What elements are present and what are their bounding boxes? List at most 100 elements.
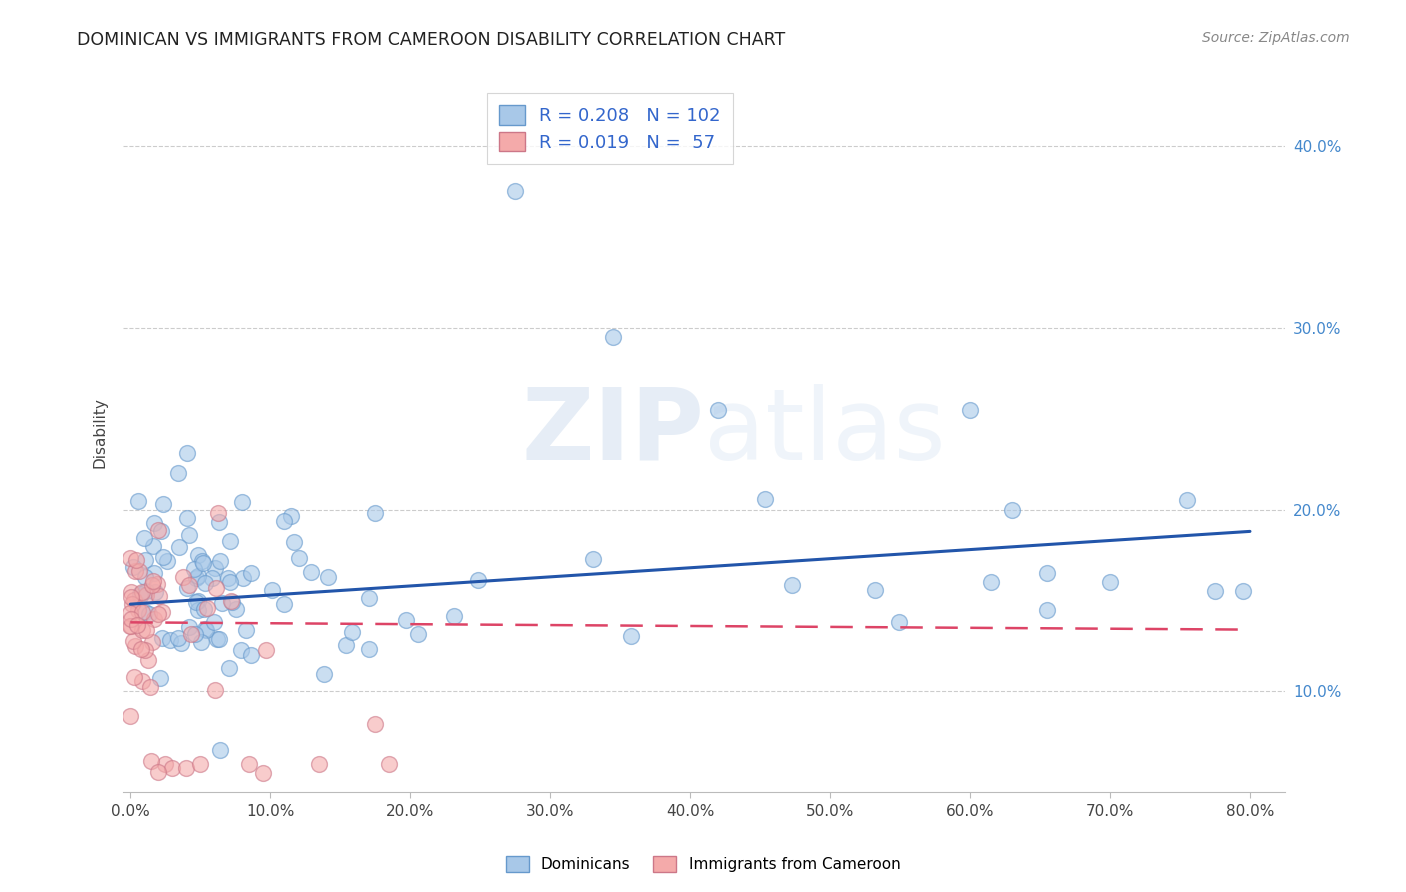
Point [187, 549, 209, 563]
Point [124, 552, 146, 566]
Point [135, 584, 157, 599]
Point [128, 564, 150, 578]
Point [359, 591, 381, 605]
Point [149, 671, 172, 685]
Point [194, 576, 217, 591]
Point [1232, 584, 1254, 599]
Point [127, 618, 149, 632]
Point [170, 636, 193, 650]
Point [190, 635, 212, 649]
Point [138, 607, 160, 621]
Point [131, 623, 153, 637]
Point [754, 492, 776, 507]
Point [443, 609, 465, 624]
Point [141, 635, 163, 649]
Point [340, 624, 363, 639]
Point [217, 572, 239, 586]
Point [395, 613, 418, 627]
Point [143, 566, 166, 580]
Point [204, 561, 226, 575]
Point [142, 516, 165, 530]
Point [221, 594, 243, 608]
Point [155, 554, 177, 568]
Legend: R = 0.208   N = 102, R = 0.019   N =  57: R = 0.208 N = 102, R = 0.019 N = 57 [486, 93, 733, 164]
Point [120, 590, 142, 604]
Point [225, 601, 247, 615]
Point [120, 612, 142, 626]
Point [152, 549, 174, 564]
Point [308, 757, 330, 772]
Point [194, 622, 217, 636]
Point [134, 570, 156, 584]
Point [202, 615, 225, 630]
Point [122, 670, 145, 684]
Text: DOMINICAN VS IMMIGRANTS FROM CAMEROON DISABILITY CORRELATION CHART: DOMINICAN VS IMMIGRANTS FROM CAMEROON DI… [77, 31, 786, 49]
Point [201, 571, 224, 585]
Point [240, 648, 263, 663]
Point [299, 565, 322, 579]
Point [127, 493, 149, 508]
Point [148, 764, 170, 779]
Point [120, 606, 142, 620]
Point [183, 562, 205, 576]
Point [219, 533, 242, 548]
Point [273, 514, 295, 528]
Point [406, 627, 429, 641]
Point [283, 534, 305, 549]
Point [150, 524, 173, 538]
Point [364, 717, 387, 731]
Point [148, 589, 170, 603]
Point [167, 540, 190, 554]
Point [235, 623, 257, 637]
Point [503, 184, 526, 198]
Point [273, 597, 295, 611]
Point [180, 627, 202, 641]
Point [141, 754, 163, 768]
Text: atlas: atlas [704, 384, 946, 481]
Point [120, 619, 142, 633]
Point [176, 511, 198, 525]
Point [162, 761, 184, 775]
Point [145, 577, 167, 591]
Point [188, 757, 211, 772]
Point [980, 575, 1002, 590]
Point [184, 571, 207, 585]
Point [122, 634, 145, 648]
Point [187, 594, 209, 608]
Point [131, 605, 153, 619]
Point [207, 506, 229, 520]
Point [252, 766, 274, 780]
Point [134, 606, 156, 620]
Point [179, 620, 201, 634]
Point [150, 632, 173, 646]
Point [134, 643, 156, 657]
Point [959, 402, 981, 417]
Point [288, 550, 311, 565]
Point [142, 574, 165, 588]
Point [167, 631, 190, 645]
Legend: Dominicans, Immigrants from Cameroon: Dominicans, Immigrants from Cameroon [498, 848, 908, 880]
Point [131, 673, 153, 688]
Point [155, 757, 177, 772]
Point [863, 582, 886, 597]
Point [120, 585, 142, 599]
Point [1001, 502, 1024, 516]
Point [205, 581, 228, 595]
Point [1036, 566, 1059, 581]
Point [254, 643, 277, 657]
Point [602, 330, 624, 344]
Point [378, 757, 401, 772]
Point [186, 595, 208, 609]
Point [134, 553, 156, 567]
Point [207, 632, 229, 646]
Point [176, 446, 198, 460]
Point [357, 642, 380, 657]
Point [238, 757, 260, 772]
Point [132, 531, 155, 545]
Point [262, 583, 284, 598]
Point [143, 584, 166, 599]
Point [129, 587, 152, 601]
Point [231, 642, 253, 657]
Point [218, 574, 240, 589]
Point [191, 554, 214, 568]
